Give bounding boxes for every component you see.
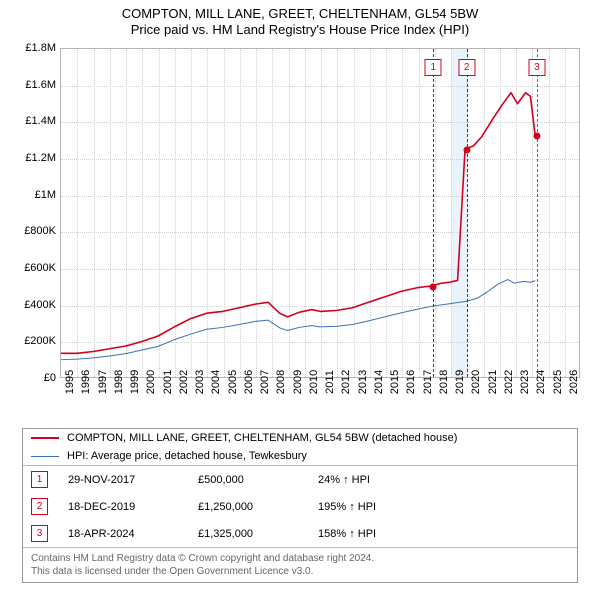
y-axis-tick-label: £800K bbox=[6, 225, 56, 237]
x-axis-tick-label: 2019 bbox=[454, 370, 466, 394]
footer-line-2: This data is licensed under the Open Gov… bbox=[31, 565, 569, 578]
x-axis-tick-label: 2013 bbox=[357, 370, 369, 394]
x-axis-tick-label: 2024 bbox=[535, 370, 547, 394]
legend-row: HPI: Average price, detached house, Tewk… bbox=[23, 447, 577, 465]
info-panel: COMPTON, MILL LANE, GREET, CHELTENHAM, G… bbox=[22, 428, 578, 583]
y-axis-tick-label: £1.6M bbox=[6, 79, 56, 91]
chart-container: { "title": { "line1": "COMPTON, MILL LAN… bbox=[0, 0, 600, 590]
x-axis-tick-label: 2015 bbox=[389, 370, 401, 394]
chart-subtitle: Price paid vs. HM Land Registry's House … bbox=[0, 22, 600, 38]
sale-date: 18-APR-2024 bbox=[68, 528, 198, 540]
sale-vline bbox=[433, 49, 434, 377]
footer-line-1: Contains HM Land Registry data © Crown c… bbox=[31, 552, 569, 565]
sale-date: 18-DEC-2019 bbox=[68, 501, 198, 513]
legend-row: COMPTON, MILL LANE, GREET, CHELTENHAM, G… bbox=[23, 429, 577, 447]
x-axis-tick-label: 2022 bbox=[503, 370, 515, 394]
sale-badge: 3 bbox=[31, 525, 48, 542]
sale-pct-vs-hpi: 24% ↑ HPI bbox=[318, 474, 370, 486]
x-axis-tick-label: 1996 bbox=[80, 370, 92, 394]
x-axis-tick-label: 2005 bbox=[227, 370, 239, 394]
y-axis-tick-label: £0 bbox=[6, 372, 56, 384]
sale-pct-vs-hpi: 158% ↑ HPI bbox=[318, 528, 376, 540]
x-axis-tick-label: 1998 bbox=[113, 370, 125, 394]
x-axis-tick-label: 2006 bbox=[243, 370, 255, 394]
series-hpi bbox=[61, 280, 535, 360]
sale-badge-chart: 3 bbox=[528, 59, 545, 76]
x-axis-tick-label: 2009 bbox=[292, 370, 304, 394]
x-axis-tick-label: 2003 bbox=[194, 370, 206, 394]
sale-marker-dot bbox=[430, 284, 437, 291]
sale-price: £1,325,000 bbox=[198, 528, 318, 540]
x-axis-tick-label: 2012 bbox=[340, 370, 352, 394]
x-axis-tick-label: 2023 bbox=[519, 370, 531, 394]
y-axis-tick-label: £600K bbox=[6, 262, 56, 274]
sale-row: 3 18-APR-2024£1,325,000158% ↑ HPI bbox=[23, 520, 577, 547]
x-axis-tick-label: 2001 bbox=[162, 370, 174, 394]
chart-title-address: COMPTON, MILL LANE, GREET, CHELTENHAM, G… bbox=[0, 6, 600, 22]
x-axis-tick-label: 2008 bbox=[275, 370, 287, 394]
x-axis-tick-label: 2000 bbox=[145, 370, 157, 394]
sale-price: £1,250,000 bbox=[198, 501, 318, 513]
chart-title-block: COMPTON, MILL LANE, GREET, CHELTENHAM, G… bbox=[0, 0, 600, 39]
sale-badge: 2 bbox=[31, 498, 48, 515]
x-axis-tick-label: 2007 bbox=[259, 370, 271, 394]
x-axis-tick-label: 2017 bbox=[422, 370, 434, 394]
x-axis-tick-label: 1995 bbox=[64, 370, 76, 394]
y-axis-tick-label: £1.2M bbox=[6, 152, 56, 164]
x-axis-tick-label: 2014 bbox=[373, 370, 385, 394]
y-axis-tick-label: £200K bbox=[6, 335, 56, 347]
legend-swatch bbox=[31, 437, 59, 439]
x-axis-tick-label: 2025 bbox=[552, 370, 564, 394]
sale-row: 2 18-DEC-2019£1,250,000195% ↑ HPI bbox=[23, 493, 577, 520]
x-axis-tick-label: 1999 bbox=[129, 370, 141, 394]
sale-vline bbox=[467, 49, 468, 377]
x-axis-tick-label: 2016 bbox=[405, 370, 417, 394]
sale-marker-dot bbox=[533, 133, 540, 140]
sale-marker-dot bbox=[463, 146, 470, 153]
x-axis-tick-label: 2018 bbox=[438, 370, 450, 394]
sale-price: £500,000 bbox=[198, 474, 318, 486]
chart-plot-area: 12 3 bbox=[60, 48, 580, 378]
attribution-footer: Contains HM Land Registry data © Crown c… bbox=[23, 547, 577, 582]
y-axis-tick-label: £1M bbox=[6, 189, 56, 201]
sale-badge: 1 bbox=[31, 471, 48, 488]
x-axis-tick-label: 2021 bbox=[487, 370, 499, 394]
y-axis-tick-label: £1.8M bbox=[6, 42, 56, 54]
y-axis-tick-label: £1.4M bbox=[6, 115, 56, 127]
chart-series-svg bbox=[61, 49, 579, 377]
sale-badge-chart: 1 bbox=[425, 59, 442, 76]
x-axis-tick-label: 2010 bbox=[308, 370, 320, 394]
sale-row: 1 29-NOV-2017£500,00024% ↑ HPI bbox=[23, 466, 577, 493]
x-axis-tick-label: 1997 bbox=[97, 370, 109, 394]
legend-swatch bbox=[31, 456, 59, 457]
sale-pct-vs-hpi: 195% ↑ HPI bbox=[318, 501, 376, 513]
x-axis-tick-label: 2026 bbox=[568, 370, 580, 394]
x-axis-tick-label: 2020 bbox=[470, 370, 482, 394]
legend-label: HPI: Average price, detached house, Tewk… bbox=[67, 450, 307, 462]
x-axis-tick-label: 2002 bbox=[178, 370, 190, 394]
sale-badge-chart: 2 bbox=[458, 59, 475, 76]
legend-label: COMPTON, MILL LANE, GREET, CHELTENHAM, G… bbox=[67, 432, 457, 444]
x-axis-tick-label: 2004 bbox=[210, 370, 222, 394]
y-axis-tick-label: £400K bbox=[6, 299, 56, 311]
sale-vline bbox=[537, 49, 538, 377]
x-axis-tick-label: 2011 bbox=[324, 370, 336, 394]
series-property bbox=[61, 93, 535, 354]
sale-date: 29-NOV-2017 bbox=[68, 474, 198, 486]
